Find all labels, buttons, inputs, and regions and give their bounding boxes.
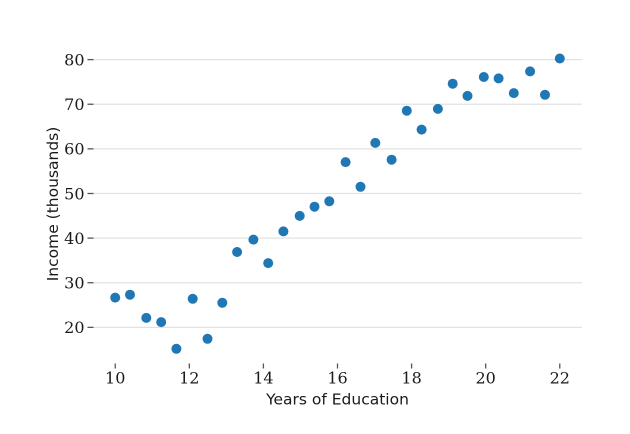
data-point <box>508 88 519 99</box>
y-axis-label: Income (thousands) <box>44 127 62 282</box>
y-tick-label: 70 <box>64 95 84 114</box>
data-point <box>370 137 381 148</box>
y-tick-label: 80 <box>64 50 84 69</box>
data-point <box>525 66 536 77</box>
x-tick-label: 14 <box>253 369 273 388</box>
data-point <box>309 201 320 212</box>
x-tick-label: 16 <box>327 369 347 388</box>
y-tick-label: 50 <box>64 184 84 203</box>
data-point <box>386 154 397 165</box>
data-point <box>278 226 289 237</box>
data-point <box>478 72 489 82</box>
y-tick-label: 30 <box>64 274 84 293</box>
axis-ticks <box>87 58 561 369</box>
data-point <box>401 105 412 116</box>
data-point <box>202 333 213 344</box>
y-tick-label: 20 <box>64 318 84 337</box>
x-tick-label: 12 <box>179 369 199 388</box>
x-tick-label: 10 <box>105 369 125 388</box>
y-tick-label: 40 <box>64 229 84 248</box>
data-points <box>110 53 565 354</box>
data-point <box>156 317 167 328</box>
x-tick-label: 20 <box>476 369 496 388</box>
x-tick-label: 22 <box>550 369 570 388</box>
data-point <box>416 124 427 135</box>
data-point <box>540 89 550 100</box>
x-tick-label: 18 <box>401 369 421 388</box>
data-point <box>554 53 565 64</box>
data-point <box>324 196 335 207</box>
data-point <box>141 312 152 323</box>
data-point <box>187 293 198 304</box>
tick-labels: 20 30 40 50 60 70 80 10 12 14 16 18 20 22 <box>64 50 570 387</box>
gridlines <box>93 58 582 329</box>
data-point <box>447 78 458 89</box>
y-tick-label: 60 <box>64 140 84 159</box>
data-point <box>125 289 135 300</box>
data-point <box>217 297 228 308</box>
data-point <box>462 90 473 101</box>
data-point <box>294 210 305 221</box>
data-point <box>340 157 351 168</box>
data-point <box>432 103 443 114</box>
data-point <box>110 292 121 303</box>
data-point <box>263 258 274 269</box>
data-point <box>248 234 259 245</box>
x-axis-label: Years of Education <box>265 391 409 409</box>
data-point <box>355 181 366 192</box>
data-point <box>232 247 243 257</box>
data-point <box>171 343 182 354</box>
data-point <box>493 73 504 84</box>
